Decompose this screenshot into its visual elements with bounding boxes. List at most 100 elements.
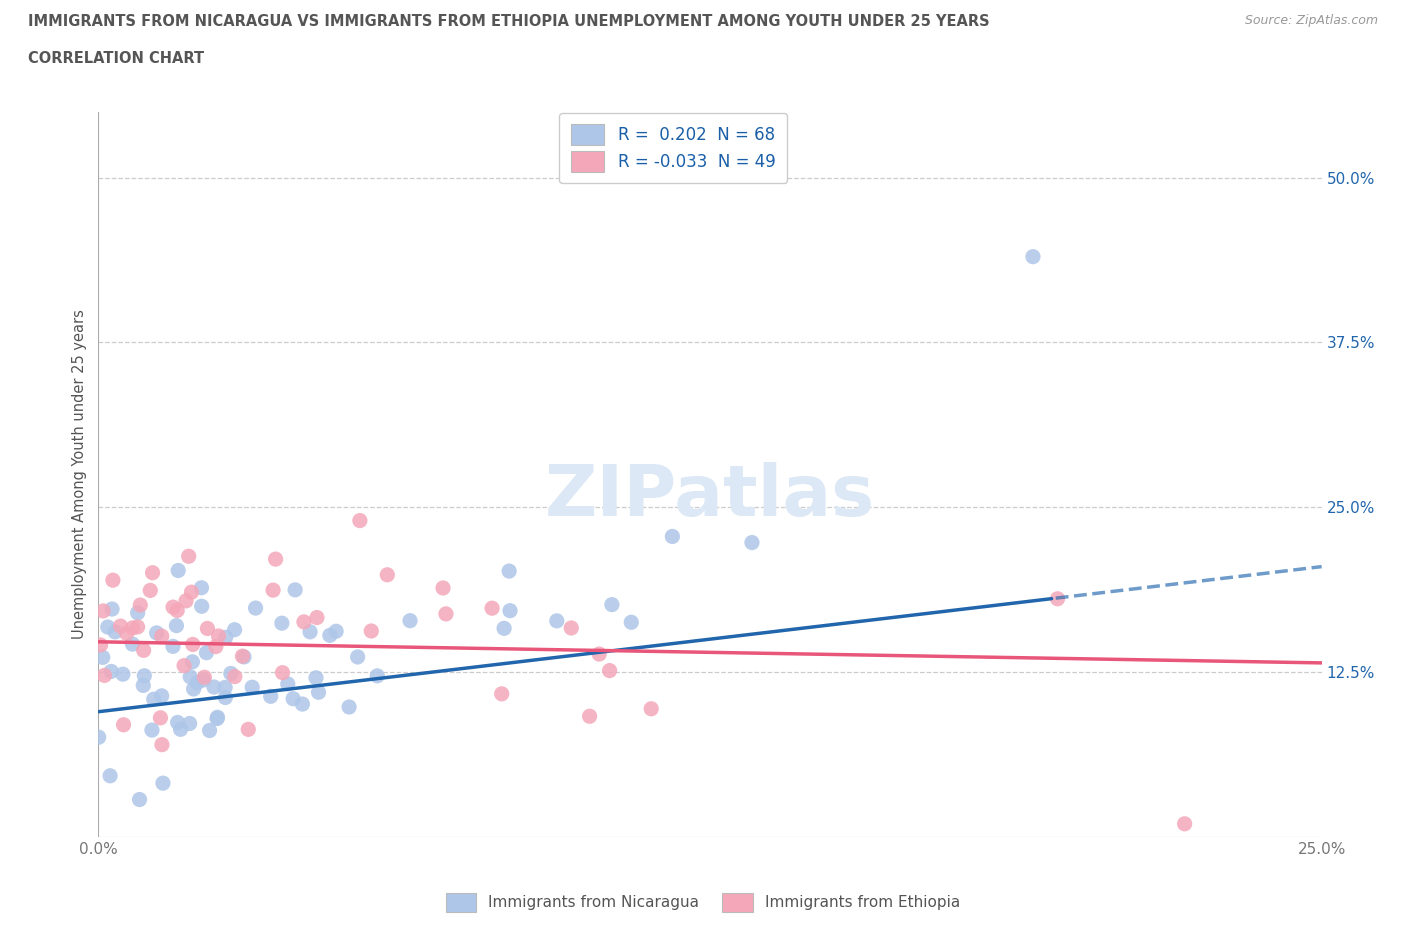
Point [142,692,165,707]
Point [578,709,600,724]
Point [101,573,124,588]
Point [129,598,152,613]
Point [193,670,215,684]
Point [375,567,398,582]
Point [215,630,238,644]
Text: IMMIGRANTS FROM NICARAGUA VS IMMIGRANTS FROM ETHIOPIA UNEMPLOYMENT AMONG YOUTH U: IMMIGRANTS FROM NICARAGUA VS IMMIGRANTS … [28,14,990,29]
Point [214,690,236,705]
Point [299,624,322,639]
Point [181,655,204,670]
Point [167,563,190,578]
Point [150,629,173,644]
Point [281,691,304,706]
Point [1022,249,1045,264]
Point [205,711,228,726]
Point [104,624,127,639]
Point [173,658,195,673]
Point [195,645,218,660]
Legend: R =  0.202  N = 68, R = -0.033  N = 49: R = 0.202 N = 68, R = -0.033 N = 49 [560,113,787,183]
Point [162,600,184,615]
Point [640,701,662,716]
Point [620,615,643,630]
Point [152,776,174,790]
Text: CORRELATION CHART: CORRELATION CHART [28,51,204,66]
Point [127,619,149,634]
Point [238,722,260,737]
Point [127,605,149,620]
Point [150,737,173,752]
Point [264,551,287,566]
Point [91,604,114,618]
Point [112,717,135,732]
Point [183,682,205,697]
Point [207,629,229,644]
Point [101,602,124,617]
Point [181,637,204,652]
Point [262,583,284,598]
Point [219,666,242,681]
Point [233,649,256,664]
Point [190,599,212,614]
Point [121,637,143,652]
Point [292,615,315,630]
Point [588,646,610,661]
Point [231,649,253,664]
Point [305,671,328,685]
Point [198,724,221,738]
Point [93,668,115,683]
Point [128,792,150,807]
Point [145,626,167,641]
Point [434,606,457,621]
Point [91,650,114,665]
Point [308,684,330,699]
Point [325,624,347,639]
Point [115,626,138,641]
Point [224,669,246,684]
Point [600,597,623,612]
Legend: Immigrants from Nicaragua, Immigrants from Ethiopia: Immigrants from Nicaragua, Immigrants fr… [440,887,966,918]
Point [499,604,522,618]
Point [432,580,454,595]
Point [366,669,388,684]
Point [100,664,122,679]
Point [139,583,162,598]
Point [179,716,201,731]
Point [166,603,188,618]
Point [399,613,422,628]
Point [134,669,156,684]
Point [546,614,568,629]
Point [271,665,294,680]
Point [98,768,121,783]
Point [193,672,215,687]
Point [207,710,229,724]
Point [141,565,163,580]
Point [190,580,212,595]
Point [180,585,202,600]
Point [186,675,208,690]
Point [305,610,328,625]
Point [494,621,516,636]
Point [150,688,173,703]
Point [360,623,382,638]
Point [260,689,283,704]
Point [277,676,299,691]
Point [245,601,267,616]
Point [270,616,292,631]
Point [1174,817,1197,831]
Point [97,619,120,634]
Point [132,678,155,693]
Point [291,697,314,711]
Point [240,680,263,695]
Point [162,639,184,654]
Text: ZIPatlas: ZIPatlas [546,461,875,530]
Point [349,513,371,528]
Point [491,686,513,701]
Point [661,529,683,544]
Text: Source: ZipAtlas.com: Source: ZipAtlas.com [1244,14,1378,27]
Point [197,621,219,636]
Point [741,535,763,550]
Point [1046,591,1069,606]
Y-axis label: Unemployment Among Youth under 25 years: Unemployment Among Youth under 25 years [72,310,87,639]
Point [599,663,621,678]
Point [174,593,197,608]
